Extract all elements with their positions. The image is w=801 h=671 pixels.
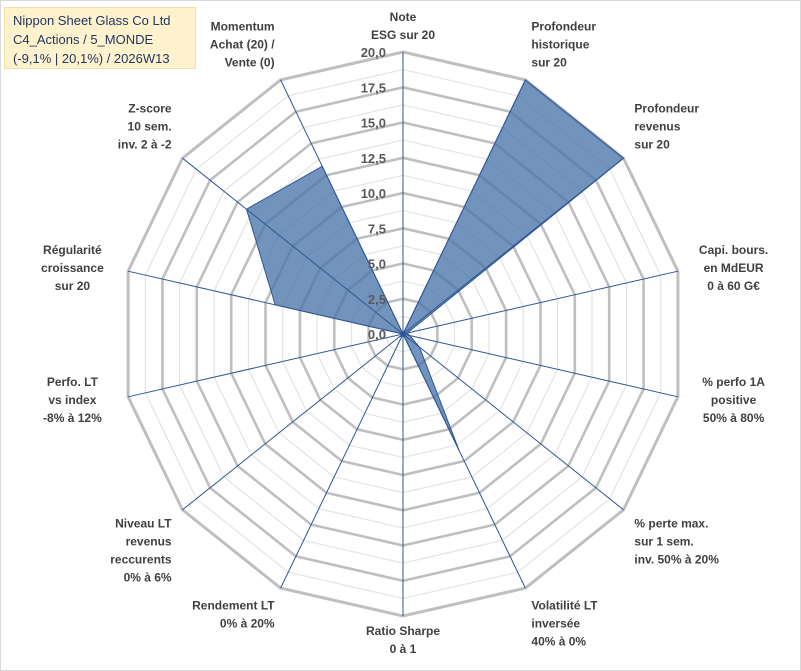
- axis-label: Momentum Achat (20) / Vente (0): [210, 19, 275, 69]
- axis-label-line: revenus: [634, 119, 680, 133]
- axis-label-line: sur 20: [55, 279, 91, 293]
- axis-label-line: croissance: [41, 261, 104, 275]
- axis-label: % perfo 1A positive 50% à 80%: [702, 375, 765, 425]
- tick-label: 17,5: [361, 80, 386, 95]
- axis-label: Ratio Sharpe 0 à 1: [366, 624, 440, 656]
- axis-label-line: % perte max.: [634, 517, 708, 531]
- tick-label: 20,0: [361, 45, 386, 60]
- chart-title-box: Nippon Sheet Glass Co Ltd C4_Actions / 5…: [4, 7, 196, 69]
- axis-spoke: [182, 157, 404, 335]
- axis-label-line: ESG sur 20: [371, 28, 435, 42]
- axis-label-line: 50% à 80%: [703, 411, 765, 425]
- axis-spoke: [182, 333, 404, 511]
- axis-label-line: Profondeur: [531, 19, 596, 33]
- axis-label-line: inv. 2 à -2: [118, 137, 172, 151]
- axis-label-line: sur 20: [634, 137, 670, 151]
- tick-label: 15,0: [361, 116, 386, 131]
- axis-label-line: historique: [531, 37, 589, 51]
- tick-label: 7,5: [368, 221, 386, 236]
- axis-spoke: [402, 333, 624, 511]
- axis-label-line: 0 à 60 G€: [707, 279, 760, 293]
- axis-label-line: % perfo 1A: [702, 375, 765, 389]
- axis-label-line: 10 sem.: [128, 119, 172, 133]
- axis-label-line: Volatilité LT: [531, 599, 598, 613]
- axis-label-line: revenus: [126, 535, 172, 549]
- axis-label: Niveau LT revenus reccurents 0% à 6%: [110, 517, 172, 585]
- axis-label: Volatilité LT inversée 40% à 0%: [531, 599, 598, 649]
- axis-label-line: Capi. bours.: [699, 243, 768, 257]
- chart-title-line-2: C4_Actions / 5_MONDE: [13, 32, 154, 47]
- axis-spoke: [402, 157, 624, 335]
- series-area: [245, 79, 625, 452]
- axis-spoke: [402, 333, 526, 589]
- axis-label-line: 0% à 6%: [124, 571, 172, 585]
- axis-label-line: vs index: [48, 393, 96, 407]
- axis-label-line: sur 20: [531, 55, 567, 69]
- axis-label-line: -8% à 12%: [43, 411, 102, 425]
- chart-title-line-3: (-9,1% | 20,1%) / 2026W13: [13, 51, 170, 66]
- axis-label: Z-score 10 sem. inv. 2 à -2: [118, 101, 172, 151]
- tick-label: 5,0: [368, 257, 386, 272]
- axis-label-line: 0 à 1: [390, 642, 417, 656]
- axis-label-line: Rendement LT: [192, 599, 275, 613]
- axis-label-line: Note: [390, 10, 417, 24]
- axis-label: Profondeur historique sur 20: [531, 19, 596, 69]
- axis-label-line: Momentum: [211, 19, 275, 33]
- axis-label: Capi. bours. en MdEUR 0 à 60 G€: [699, 243, 768, 293]
- axis-label: Perfo. LT vs index -8% à 12%: [43, 375, 102, 425]
- axis-label-line: Perfo. LT: [47, 375, 99, 389]
- radar-series: [245, 79, 625, 452]
- axis-spoke: [402, 270, 679, 335]
- axis-spoke: [127, 333, 404, 398]
- axis-label-line: 40% à 0%: [531, 635, 586, 649]
- radar-spokes: [127, 52, 679, 616]
- axis-label: % perte max. sur 1 sem. inv. 50% à 20%: [634, 517, 719, 567]
- axis-label-line: 0% à 20%: [220, 617, 275, 631]
- tick-label: 12,5: [361, 151, 386, 166]
- axis-spoke: [402, 79, 526, 335]
- axis-label-line: Niveau LT: [115, 517, 172, 531]
- axis-label-line: en MdEUR: [704, 261, 764, 275]
- chart-title-line-1: Nippon Sheet Glass Co Ltd: [13, 13, 171, 28]
- axis-label: Profondeur revenus sur 20: [634, 101, 699, 151]
- radar-tick-labels: 0,0 2,5 5,0 7,5 10,0 12,5 15,0 17,5 20,0: [361, 45, 386, 342]
- axis-label: Rendement LT 0% à 20%: [192, 599, 275, 631]
- axis-label-line: Vente (0): [225, 55, 275, 69]
- axis-label-line: sur 1 sem.: [634, 535, 693, 549]
- axis-label-line: Ratio Sharpe: [366, 624, 440, 638]
- axis-label-line: Régularité: [43, 243, 102, 257]
- axis-label-line: Achat (20) /: [210, 37, 275, 51]
- axis-spoke: [127, 270, 404, 335]
- axis-spoke: [280, 79, 404, 335]
- axis-spoke: [280, 333, 404, 589]
- radar-axis-labels: Note ESG sur 20 Profondeur historique sur 20…: [41, 10, 768, 656]
- axis-label: Note ESG sur 20: [371, 10, 435, 42]
- tick-label: 10,0: [361, 186, 386, 201]
- axis-spoke: [402, 333, 679, 398]
- axis-label-line: Profondeur: [634, 101, 699, 115]
- axis-label-line: Z-score: [128, 101, 172, 115]
- tick-label: 2,5: [368, 292, 386, 307]
- axis-label-line: positive: [711, 393, 757, 407]
- axis-label-line: inversée: [531, 617, 580, 631]
- axis-label-line: inv. 50% à 20%: [634, 553, 719, 567]
- tick-label: 0,0: [368, 327, 386, 342]
- axis-label-line: reccurents: [110, 553, 172, 567]
- axis-label: Régularité croissance sur 20: [41, 243, 104, 293]
